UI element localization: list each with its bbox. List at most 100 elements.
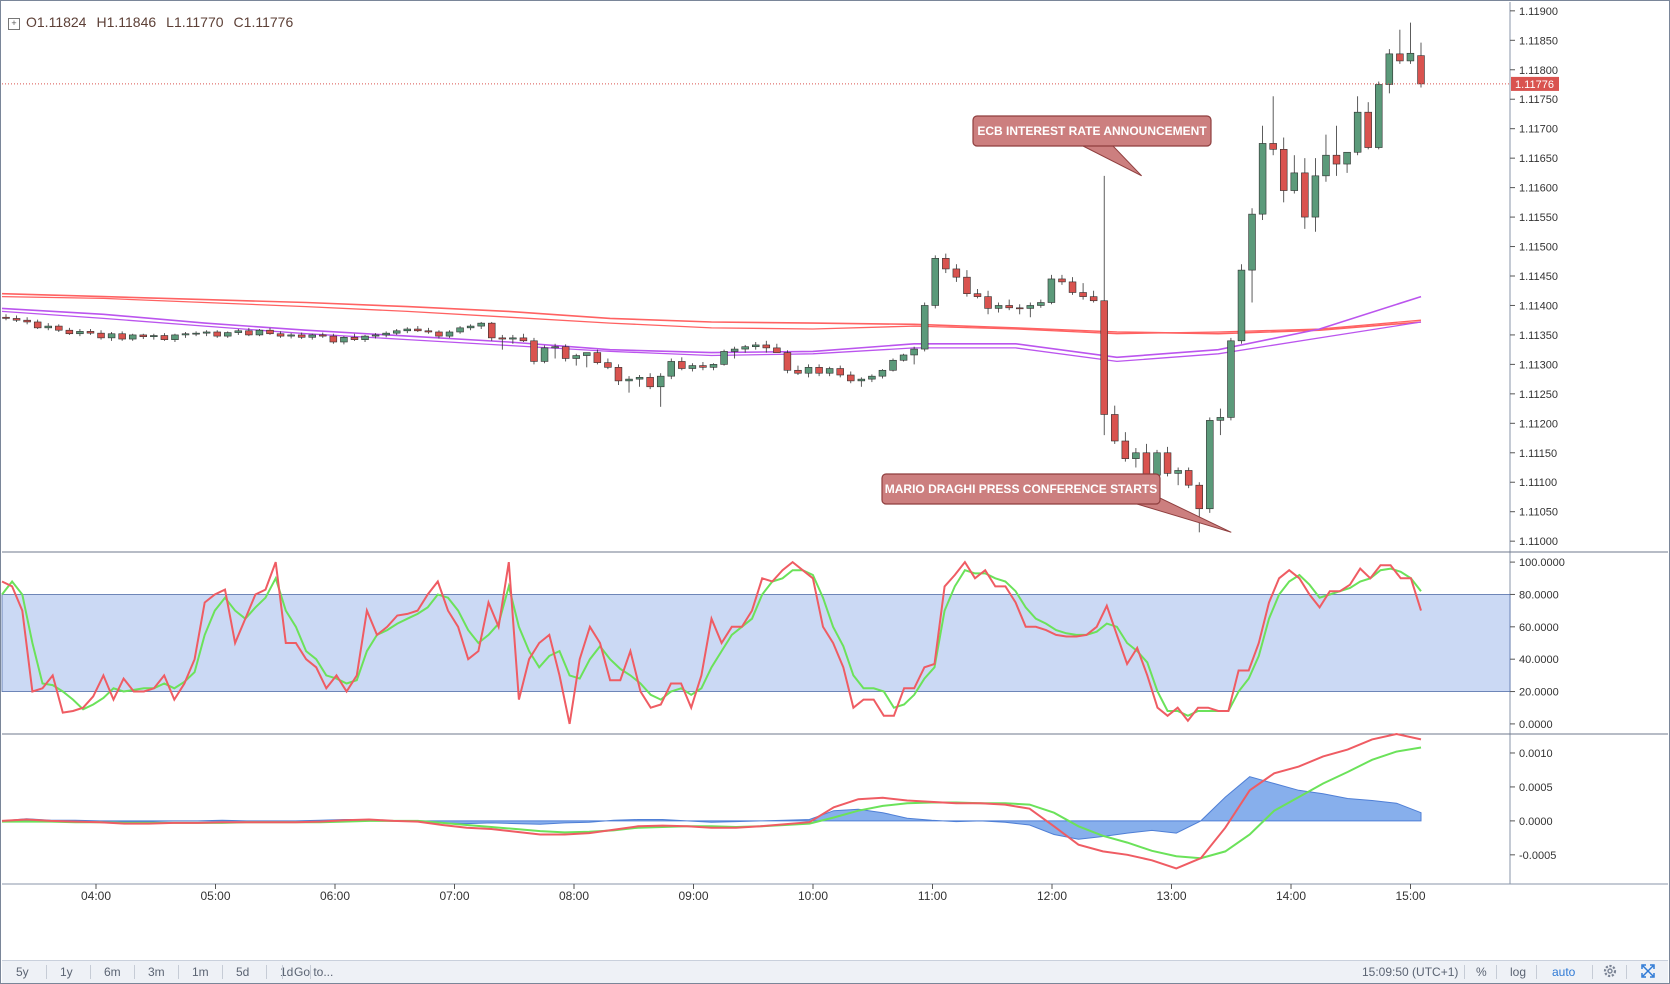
candle — [635, 374, 644, 387]
candle-body — [1068, 281, 1077, 293]
candle — [963, 270, 971, 297]
candle — [1406, 22, 1415, 64]
candle-body — [952, 268, 961, 278]
time-tick-label: 15:00 — [1395, 889, 1425, 903]
stoch-tick-label: 20.0000 — [1519, 687, 1559, 699]
time-tick-label: 09:00 — [678, 889, 708, 903]
price-tick-label: 1.11450 — [1519, 271, 1558, 283]
candle-body — [382, 332, 390, 336]
expand-icon[interactable] — [1640, 963, 1656, 982]
candle-body — [678, 361, 686, 369]
candle — [86, 329, 95, 335]
candle — [234, 329, 243, 335]
goto-button[interactable]: Go to... — [294, 965, 334, 979]
candle — [857, 377, 866, 387]
candle — [308, 333, 316, 340]
range-button-6m[interactable]: 6m — [104, 965, 121, 979]
candle-body — [836, 368, 844, 376]
candle-body — [392, 330, 401, 334]
candle — [1058, 274, 1066, 285]
range-button-1d[interactable]: 1d — [280, 965, 294, 979]
bottom-toolbar: 5y 1y 6m 3m 1m 5d 1d Go to... 15:09:50 (UTC+1)… — [2, 960, 1668, 983]
candle — [931, 255, 939, 309]
candle-body — [1206, 420, 1214, 510]
candle — [33, 319, 42, 330]
price-tick-label: 1.11300 — [1519, 359, 1558, 371]
candle-body — [1132, 452, 1140, 459]
candle-body — [942, 258, 950, 270]
macd-tick-label: -0.0005 — [1519, 850, 1556, 862]
candle — [1248, 208, 1256, 303]
candle — [181, 331, 190, 338]
candle — [276, 331, 285, 338]
chart-canvas[interactable]: 1.11000 1.11050 1.11100 1.11150 1.11200 1.112… — [0, 0, 1670, 960]
time-tick-label: 10:00 — [798, 889, 828, 903]
candle — [224, 331, 232, 338]
range-button-5y[interactable]: 5y — [16, 965, 29, 979]
range-button-1m[interactable]: 1m — [192, 965, 209, 979]
candle-body — [540, 347, 549, 362]
range-button-1y[interactable]: 1y — [60, 965, 73, 979]
percent-toggle[interactable]: % — [1476, 965, 1487, 979]
candle — [255, 329, 264, 337]
candle — [752, 341, 760, 350]
price-tick-label: 1.11400 — [1519, 300, 1558, 312]
candle-body — [44, 325, 52, 329]
candle-body — [1174, 470, 1182, 474]
range-button-3m[interactable]: 3m — [148, 965, 165, 979]
candle — [23, 317, 31, 325]
candle-body — [688, 365, 697, 369]
log-toggle[interactable]: log — [1510, 965, 1527, 979]
candle — [984, 290, 992, 315]
toolbar-divider — [1626, 965, 1627, 979]
auto-toggle[interactable]: auto — [1552, 965, 1576, 979]
candle-body — [435, 331, 443, 337]
plus-box-icon[interactable]: + — [8, 18, 20, 30]
candle — [287, 333, 295, 339]
candle — [1269, 96, 1277, 156]
candle — [847, 371, 855, 384]
candle-body — [1121, 440, 1130, 459]
candle — [551, 343, 559, 359]
candle-body — [1385, 53, 1394, 85]
candle-body — [709, 364, 718, 368]
gear-icon[interactable] — [1602, 963, 1618, 982]
candle-body — [86, 331, 95, 334]
candle — [1089, 290, 1098, 303]
candle-body — [414, 328, 422, 332]
candle-body — [1269, 143, 1277, 150]
candle — [994, 302, 1003, 313]
candle — [509, 334, 517, 344]
candle-body — [1227, 340, 1235, 418]
candle-body — [519, 337, 528, 342]
candle — [171, 333, 179, 342]
price-tick-label: 1.11350 — [1519, 330, 1558, 342]
candle — [646, 373, 654, 390]
candle — [1311, 158, 1320, 232]
candle — [583, 352, 591, 368]
price-tick-label: 1.11650 — [1519, 153, 1558, 165]
candle-body — [319, 334, 327, 337]
candle — [1026, 302, 1035, 318]
stoch-tick-label: 60.0000 — [1519, 622, 1559, 634]
candle — [836, 365, 844, 378]
candle — [160, 333, 169, 341]
ecb-callout-label: ECB INTEREST RATE ANNOUNCEMENT — [977, 124, 1207, 138]
candle — [709, 363, 718, 371]
macd-line — [1, 732, 1422, 870]
candle — [245, 327, 253, 337]
candle — [572, 353, 580, 366]
candle — [1417, 42, 1425, 88]
candle-body — [920, 305, 929, 350]
candle — [1079, 283, 1087, 300]
candle — [97, 330, 105, 340]
candle — [699, 362, 707, 371]
range-button-5d[interactable]: 5d — [236, 965, 250, 979]
macd-histogram — [1, 776, 1422, 840]
candle-body — [815, 367, 823, 374]
candle — [1396, 29, 1404, 64]
candle-body — [614, 367, 623, 382]
candle-body — [224, 332, 232, 337]
candle-body — [1311, 175, 1320, 218]
candle-body — [1153, 452, 1161, 476]
